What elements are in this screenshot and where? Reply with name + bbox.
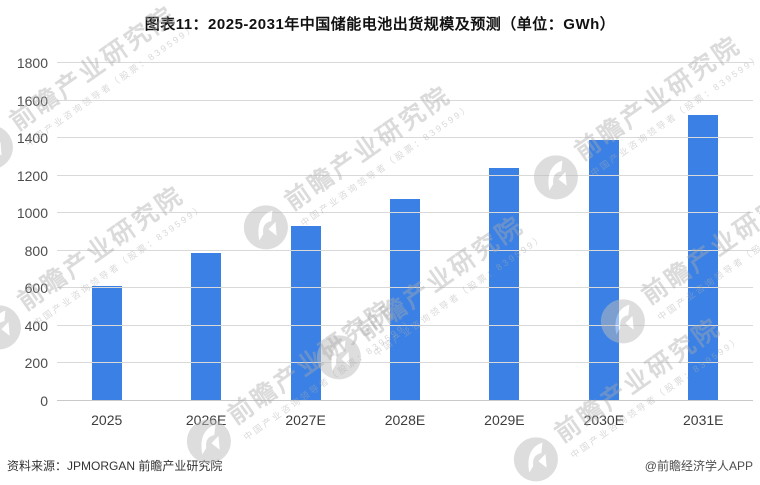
bar-2028E	[389, 199, 420, 401]
bar-slot	[256, 63, 355, 401]
x-axis-tick-label: 2030E	[583, 412, 625, 428]
bar-2030E	[588, 140, 619, 401]
bar-2027E	[290, 226, 321, 401]
chart-title: 图表11：2025-2031年中国储能电池出货规模及预测（单位：GWh）	[144, 16, 616, 33]
bar-2029E	[489, 168, 520, 401]
bar-2025	[91, 285, 122, 401]
y-axis-tick-label: 1800	[16, 55, 48, 71]
y-axis: 0 200 400 600 800 1000 1200 1400 1600 1800	[0, 56, 48, 408]
x-axis: 2025 2026E 2027E 2028E 2029E 2030E 2031E	[57, 406, 753, 428]
credit-note: @前瞻经济学人APP	[644, 458, 753, 473]
x-axis-tick-label: 2028E	[384, 412, 426, 428]
bar-slot	[554, 63, 653, 401]
source-note: 资料来源：JPMORGAN 前瞻产业研究院	[7, 458, 223, 473]
gridline	[57, 99, 753, 101]
y-axis-tick-label: 600	[24, 280, 48, 297]
gridline	[57, 137, 753, 139]
y-axis-tick-label: 0	[40, 393, 48, 409]
gridline	[57, 287, 753, 289]
gridline	[57, 249, 753, 251]
bar-series	[57, 63, 753, 401]
plot-area	[57, 62, 753, 401]
y-axis-tick-label: 200	[24, 355, 48, 372]
x-axis-tick-label: 2025	[91, 412, 123, 428]
gridline	[57, 212, 753, 214]
bar-slot	[156, 63, 255, 401]
y-axis-tick-label: 400	[24, 317, 48, 334]
x-axis-tick-label: 2031E	[683, 412, 724, 428]
bar-2026E	[191, 252, 222, 401]
y-axis-tick-label: 1000	[16, 205, 48, 222]
x-axis-tick-label: 2029E	[484, 412, 525, 428]
gridline	[57, 400, 753, 401]
y-axis-tick-label: 800	[24, 242, 48, 259]
gridline	[57, 174, 753, 176]
bar-2031E	[688, 114, 719, 401]
bar-slot	[654, 63, 753, 401]
bar-slot	[355, 63, 454, 401]
bar-slot	[455, 63, 554, 401]
x-axis-tick-label: 2027E	[285, 412, 326, 428]
y-axis-tick-label: 1200	[16, 167, 48, 184]
gridline	[57, 362, 753, 364]
y-axis-tick-label: 1400	[16, 130, 48, 147]
gridline	[57, 62, 753, 63]
bar-slot	[57, 63, 156, 401]
y-axis-tick-label: 1600	[16, 92, 48, 109]
footer: 资料来源：JPMORGAN 前瞻产业研究院 @前瞻经济学人APP	[0, 452, 760, 478]
x-axis-tick-label: 2026E	[185, 412, 227, 428]
gridline	[57, 324, 753, 326]
